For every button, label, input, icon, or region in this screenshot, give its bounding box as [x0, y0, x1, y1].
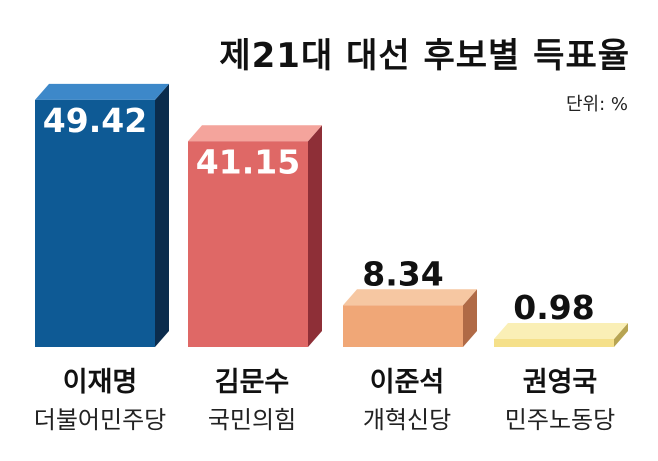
- candidate-name-lee-jaemyung: 이재명: [62, 367, 138, 398]
- bar-top-kwon-youngguk: [494, 323, 628, 339]
- value-label-kwon-youngguk: 0.98: [513, 288, 594, 327]
- bar-side-kwon-youngguk: [614, 323, 628, 347]
- party-name-democratic: 더불어민주당: [33, 406, 167, 434]
- bar-top-lee-jaemyung: [35, 83, 169, 100]
- bar-side-kim-moonsoo: [308, 125, 322, 347]
- bar-lee-jaemyung: [35, 99, 155, 348]
- bar-top-kim-moonsoo: [188, 125, 322, 142]
- bar-side-lee-junseok: [463, 289, 477, 347]
- party-name-people-power: 국민의힘: [207, 406, 297, 434]
- value-label-lee-junseok: 8.34: [362, 254, 443, 293]
- value-label-kim-moonsoo: 41.15: [196, 142, 300, 181]
- candidate-name-kim-moonsoo: 김문수: [214, 367, 290, 398]
- unit-label: 단위: %: [565, 94, 628, 115]
- bar-kwon-youngguk: [494, 339, 614, 347]
- party-name-democratic-labor: 민주노동당: [504, 406, 616, 434]
- value-label-lee-jaemyung: 49.42: [43, 101, 147, 140]
- bar-top-lee-junseok: [343, 289, 477, 306]
- chart-title: 제21대 대선 후보별 득표율: [219, 36, 630, 76]
- candidate-name-kwon-youngguk: 권영국: [522, 367, 598, 398]
- candidate-name-lee-junseok: 이준석: [369, 367, 445, 398]
- bar-lee-junseok: [343, 305, 463, 347]
- bar-kim-moonsoo: [188, 141, 308, 347]
- bar-side-lee-jaemyung: [155, 83, 169, 348]
- party-name-reform: 개혁신당: [362, 406, 452, 434]
